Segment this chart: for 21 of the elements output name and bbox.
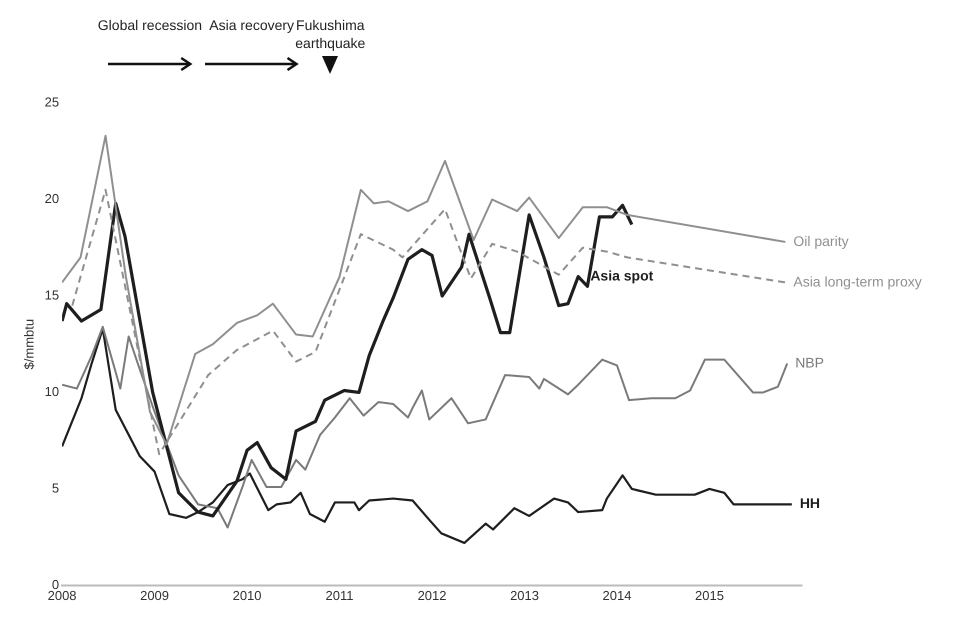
y-axis-title: $/mmbtu [21, 318, 36, 370]
y-tick-label: 5 [52, 480, 60, 496]
series-label: Asia spot [590, 267, 654, 284]
text: Fukushima earthquake [295, 17, 366, 51]
x-tick-label: 2011 [326, 588, 354, 603]
series-label: HH [800, 495, 820, 512]
x-tick-label: 2015 [695, 588, 724, 603]
y-tick-label: 20 [44, 191, 60, 206]
series-label: NBP [795, 354, 824, 370]
series-label: Oil parity [793, 232, 849, 249]
y-tick-label: 25 [44, 94, 60, 110]
x-tick-label: 2014 [602, 588, 632, 603]
text: Global recession [96, 16, 204, 34]
x-tick-label: 2013 [510, 588, 539, 603]
text: Asia recovery [209, 17, 294, 33]
x-tick-label: 2012 [418, 588, 446, 603]
series-label: Asia long-term proxy [793, 273, 922, 290]
x-tick-label: 2010 [232, 588, 262, 603]
y-tick-label: 15 [44, 288, 60, 303]
x-tick-label: 2009 [140, 588, 170, 603]
y-tick-label: 10 [44, 384, 60, 400]
